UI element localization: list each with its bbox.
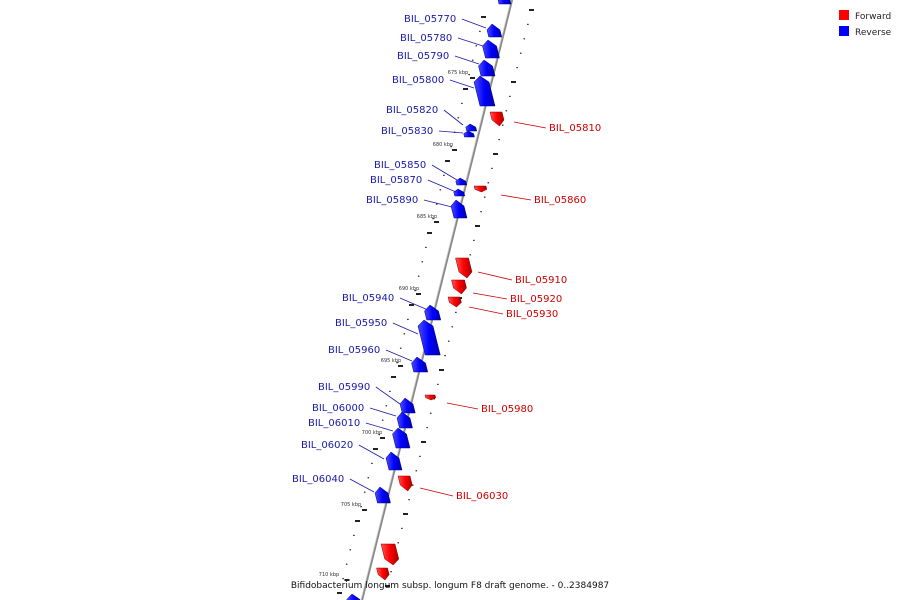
gene-feature-bil-06000[interactable] (396, 411, 413, 429)
gene-feature-bil-05980[interactable] (424, 394, 436, 401)
gene-feature-bil-05950[interactable] (417, 319, 441, 356)
gene-feature-bil-06040[interactable] (374, 486, 391, 504)
leader-line (443, 109, 464, 126)
gene-label-bil-06000[interactable]: BIL_06000 (312, 403, 364, 414)
leader-line (392, 322, 419, 335)
gene-label-bil-06030[interactable]: BIL_06030 (456, 491, 508, 502)
gene-label-bil-05960[interactable]: BIL_05960 (328, 345, 380, 356)
gene-label-bil-06010[interactable]: BIL_06010 (308, 418, 360, 429)
leader-line (431, 164, 458, 181)
gene-label-bil-05890[interactable]: BIL_05890 (366, 195, 418, 206)
kbp-label: 705 kbp (341, 502, 361, 508)
gene-feature-bil-05940[interactable] (424, 304, 442, 321)
legend-swatch-reverse (839, 26, 849, 36)
gene-feature-bil-05930[interactable] (447, 296, 462, 308)
gene-label-bil-05830[interactable]: BIL_05830 (381, 126, 433, 137)
leader-line (477, 271, 513, 281)
leader-line (454, 55, 480, 65)
gene-feature-bil-05810[interactable] (489, 111, 505, 127)
gene-label-bil-05800[interactable]: BIL_05800 (392, 75, 444, 86)
leader-line (423, 199, 453, 208)
gene-feature-bil-06030[interactable] (397, 475, 413, 492)
gene-feature-bil-06060[interactable] (376, 567, 390, 581)
legend-label-forward: Forward (855, 12, 891, 22)
leader-line (349, 478, 375, 493)
leader-line (369, 407, 397, 417)
leader-line (427, 179, 457, 193)
gene-feature-bil-06020[interactable] (385, 451, 403, 471)
leader-line (472, 292, 508, 300)
leader-line (513, 121, 547, 129)
leader-line (375, 386, 401, 405)
legend-swatch-forward (839, 10, 849, 20)
label-leader-lines (349, 18, 547, 497)
gene-features (346, 0, 512, 600)
gene-feature-bil-05920[interactable] (451, 279, 467, 295)
gene-feature-bil-06070[interactable] (346, 593, 362, 600)
gene-label-bil-05950[interactable]: BIL_05950 (335, 318, 387, 329)
legend: Forward Reverse (839, 10, 892, 38)
gene-feature-bil-05830[interactable] (463, 130, 475, 138)
map-caption: Bifidobacterium longum subsp. longum F8 … (291, 581, 609, 591)
leader-line (399, 297, 429, 311)
kbp-labels: 675 kbp 680 kbp 685 kbp 690 kbp 695 kbp 700 k… (319, 70, 475, 581)
kbp-label: 685 kbp (417, 214, 437, 220)
gene-feature-bil-05790[interactable] (478, 59, 496, 77)
leader-line (385, 349, 413, 362)
gene-feature-bil-05960[interactable] (411, 356, 429, 373)
gene-label-bil-05920[interactable]: BIL_05920 (510, 294, 562, 305)
gene-labels: BIL_05770 BIL_05780 BIL_05790 BIL_05800 BIL_… (292, 14, 601, 502)
leader-line (449, 79, 475, 89)
leader-line (358, 444, 385, 460)
gene-label-bil-05930[interactable]: BIL_05930 (506, 309, 558, 320)
gene-label-bil-05790[interactable]: BIL_05790 (397, 51, 449, 62)
gene-label-bil-05850[interactable]: BIL_05850 (374, 160, 426, 171)
gene-feature-bil-05860[interactable] (473, 185, 488, 193)
gene-label-bil-05990[interactable]: BIL_05990 (318, 382, 370, 393)
gene-label-bil-05810[interactable]: BIL_05810 (549, 123, 601, 134)
leader-line (446, 402, 479, 410)
kbp-label: 700 kbp (362, 430, 382, 436)
gene-label-bil-05860[interactable]: BIL_05860 (534, 195, 586, 206)
kbp-label: 710 kbp (319, 572, 339, 578)
gene-feature-bil-05910[interactable] (455, 257, 473, 279)
leader-line (438, 130, 464, 134)
legend-label-reverse: Reverse (855, 28, 892, 38)
kbp-label: 680 kbp (433, 142, 453, 148)
gene-feature-bil-05780[interactable] (482, 39, 500, 59)
kbp-label: 695 kbp (381, 358, 401, 364)
leader-line (419, 487, 454, 497)
leader-line (457, 37, 484, 47)
gene-label-bil-05770[interactable]: BIL_05770 (404, 14, 456, 25)
gene-feature-bil-05760[interactable] (497, 0, 512, 5)
gene-label-bil-05940[interactable]: BIL_05940 (342, 293, 394, 304)
gene-feature-bil-05890[interactable] (450, 199, 468, 219)
gene-feature-bil-05850[interactable] (455, 177, 468, 186)
gene-label-bil-05780[interactable]: BIL_05780 (400, 33, 452, 44)
gene-label-bil-06020[interactable]: BIL_06020 (301, 440, 353, 451)
gene-label-bil-05910[interactable]: BIL_05910 (515, 275, 567, 286)
leader-line (468, 306, 504, 315)
gene-feature-bil-05820[interactable] (465, 123, 478, 132)
gene-feature-bil-06010[interactable] (392, 427, 411, 449)
leader-line (365, 422, 394, 432)
gene-label-bil-05980[interactable]: BIL_05980 (481, 404, 533, 415)
gene-label-bil-06040[interactable]: BIL_06040 (292, 474, 344, 485)
gene-feature-bil-05990[interactable] (399, 397, 416, 414)
gene-feature-bil-06050[interactable] (380, 543, 400, 566)
gene-feature-bil-05770[interactable] (486, 23, 503, 38)
leader-line (500, 194, 532, 201)
gene-label-bil-05820[interactable]: BIL_05820 (386, 105, 438, 116)
kbp-label: 675 kbp (448, 70, 468, 76)
kbp-label: 690 kbp (399, 286, 419, 292)
gene-label-bil-05870[interactable]: BIL_05870 (370, 175, 422, 186)
gene-feature-bil-05800[interactable] (473, 75, 496, 107)
leader-line (461, 18, 487, 29)
